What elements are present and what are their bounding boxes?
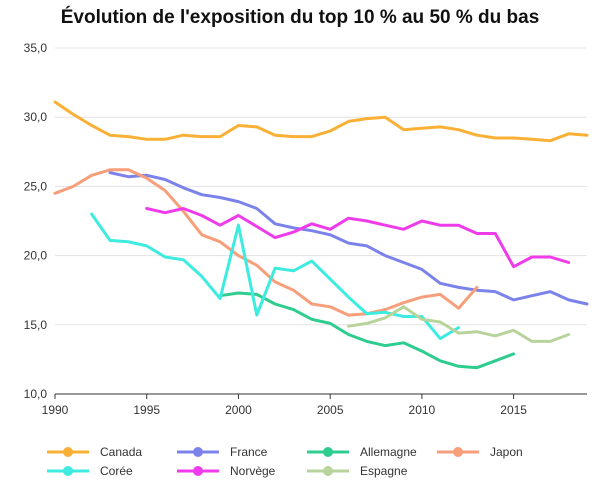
series-line-france xyxy=(108,171,589,306)
x-tick-label: 2010 xyxy=(409,403,436,417)
x-tick-label: 1990 xyxy=(42,403,69,417)
legend-label: Norvège xyxy=(230,464,276,478)
legend-marker xyxy=(453,447,463,457)
y-tick-label: 15,0 xyxy=(24,318,48,332)
legend-label: Canada xyxy=(100,445,142,459)
legend-marker xyxy=(63,466,73,476)
legend-marker xyxy=(323,466,333,476)
series-line-allemagne xyxy=(218,291,516,370)
series-line-norvège xyxy=(145,207,571,269)
y-tick-label: 30,0 xyxy=(24,110,48,124)
legend-label: France xyxy=(230,445,268,459)
series-line-canada xyxy=(53,100,589,143)
legend-label: Espagne xyxy=(360,464,408,478)
y-tick-label: 35,0 xyxy=(24,41,48,55)
series-line-corée xyxy=(90,212,461,341)
legend-marker xyxy=(323,447,333,457)
x-tick-label: 2005 xyxy=(317,403,344,417)
legend-marker xyxy=(63,447,73,457)
x-tick-label: 1995 xyxy=(133,403,160,417)
legend-label: Allemagne xyxy=(360,445,417,459)
legend-marker xyxy=(193,447,203,457)
chart-title: Évolution de l'exposition du top 10 % au… xyxy=(60,7,540,28)
y-tick-label: 10,0 xyxy=(24,387,48,401)
x-tick-label: 2000 xyxy=(225,403,252,417)
series-line-japon xyxy=(53,168,479,317)
y-tick-label: 20,0 xyxy=(24,249,48,263)
legend-marker xyxy=(193,466,203,476)
x-tick-label: 2015 xyxy=(500,403,527,417)
y-tick-label: 25,0 xyxy=(24,179,48,193)
legend-label: Corée xyxy=(100,464,133,478)
series-line-espagne xyxy=(347,305,571,343)
legend-label: Japon xyxy=(490,445,523,459)
